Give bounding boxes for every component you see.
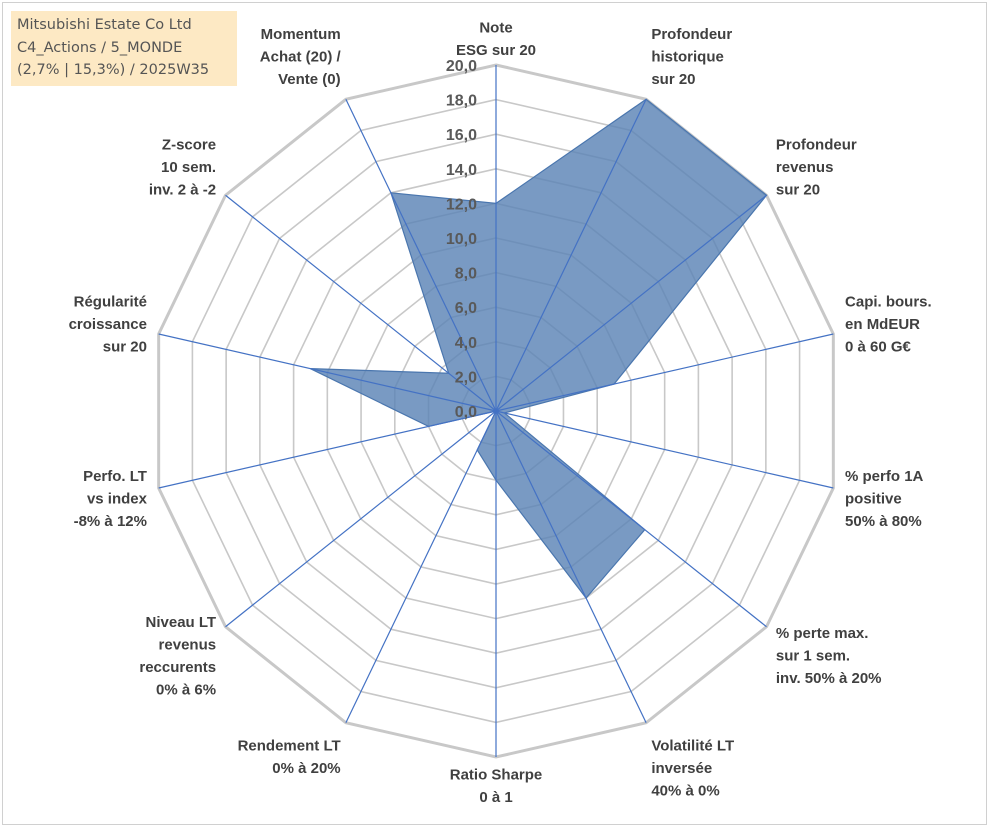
axis-label: Z-score 10 sem. inv. 2 à -2 [149, 136, 216, 198]
axis-label: Note ESG sur 20 [456, 20, 536, 60]
chart-title-line: (2,7% | 15,3%) / 2025W35 [17, 62, 210, 78]
axis-label-line: inv. 2 à -2 [149, 181, 216, 198]
axis-label-line: 0% à 6% [156, 681, 216, 698]
axis-label-line: Achat (20) / [260, 49, 342, 66]
axis-label-line: % perte max. [776, 625, 869, 642]
axis-label: % perte max. sur 1 sem. inv. 50% à 20% [776, 625, 882, 687]
axis-label-line: Niveau LT [146, 614, 217, 631]
axis-label-line: sur 20 [776, 181, 820, 198]
axis-label-line: Momentum [261, 26, 341, 43]
tick-label: 6,0 [455, 300, 477, 317]
axis-spoke [495, 194, 767, 412]
axis-label: Rendement LT 0% à 20% [238, 737, 341, 777]
axis-label: Régularité croissance sur 20 [69, 294, 147, 356]
axis-spoke [225, 194, 497, 412]
series-area [310, 98, 768, 599]
axis-label-line: 0 à 60 G€ [845, 339, 912, 356]
axis-label-line: 0 à 1 [479, 789, 512, 806]
axis-label-line: sur 1 sem. [776, 648, 850, 665]
axis-label-line: Capi. bours. [845, 294, 932, 311]
axis-label-line: Régularité [74, 294, 147, 311]
axis-label-line: sur 20 [103, 339, 147, 356]
axis-label-line: historique [651, 49, 724, 66]
tick-label: 16,0 [446, 127, 477, 144]
axis-label-line: 50% à 80% [845, 513, 922, 530]
axis-label-line: en MdEUR [845, 316, 920, 333]
axis-label-line: croissance [69, 316, 147, 333]
axis-label-line: Volatilité LT [651, 737, 734, 754]
axis-label-line: -8% à 12% [74, 513, 147, 530]
axis-label-line: inv. 50% à 20% [776, 670, 882, 687]
axis-label-line: Perfo. LT [83, 468, 147, 485]
tick-label: 20,0 [446, 58, 477, 75]
tick-label: 2,0 [455, 369, 477, 386]
axis-label-line: revenus [776, 159, 834, 176]
tick-label: 8,0 [455, 266, 477, 283]
radar-axis-labels: Note ESG sur 20 Profondeur historique sur 20… [69, 20, 932, 807]
axis-label: Volatilité LT inversée 40% à 0% [651, 737, 734, 799]
axis-label: Ratio Sharpe 0 à 1 [450, 767, 543, 807]
axis-spoke [495, 99, 647, 412]
axis-spoke [495, 410, 767, 628]
axis-label-line: Profondeur [651, 26, 732, 43]
axis-spoke [345, 410, 497, 723]
axis-label-line: Rendement LT [238, 737, 341, 754]
axis-spoke [158, 410, 497, 489]
axis-label-line: Profondeur [776, 136, 857, 153]
axis-label: Capi. bours. en MdEUR 0 à 60 G€ [845, 294, 932, 356]
radar-tick-labels: 0,0 2,0 4,0 6,0 8,0 10,0 12,0 14,0 16,0 18,0 20,0 [446, 58, 477, 421]
radar-spokes [158, 65, 834, 757]
axis-label: Niveau LT revenus reccurents 0% à 6% [139, 614, 216, 699]
chart-title-line: C4_Actions / 5_MONDE [17, 39, 183, 56]
chart-title-line: Mitsubishi Estate Co Ltd [17, 17, 192, 33]
axis-label-line: Z-score [162, 136, 216, 153]
axis-label: Profondeur revenus sur 20 [776, 136, 857, 198]
axis-label-line: 10 sem. [161, 159, 216, 176]
axis-label-line: revenus [159, 636, 217, 653]
tick-label: 12,0 [446, 196, 477, 213]
axis-label: % perfo 1A positive 50% à 80% [845, 468, 924, 530]
axis-label: Profondeur historique sur 20 [651, 26, 732, 88]
axis-label-line: vs index [87, 490, 148, 507]
tick-label: 18,0 [446, 93, 477, 110]
axis-label-line: reccurents [139, 659, 216, 676]
axis-spoke [345, 99, 497, 412]
axis-spoke [225, 410, 497, 628]
axis-label-line: 40% à 0% [651, 782, 719, 799]
tick-label: 0,0 [455, 404, 477, 421]
axis-label-line: positive [845, 490, 902, 507]
axis-label-line: sur 20 [651, 71, 695, 88]
axis-spoke [158, 333, 497, 412]
axis-spoke [495, 410, 834, 489]
axis-label-line: 0% à 20% [272, 760, 340, 777]
axis-label-line: inversée [651, 760, 712, 777]
axis-spoke [495, 410, 647, 723]
tick-label: 14,0 [446, 162, 477, 179]
axis-label-line: Ratio Sharpe [450, 767, 543, 784]
chart-title-box: Mitsubishi Estate Co Ltd C4_Actions / 5_… [11, 11, 237, 86]
axis-spoke [495, 333, 834, 412]
axis-label-line: ESG sur 20 [456, 42, 536, 59]
axis-label: Perfo. LT vs index -8% à 12% [74, 468, 148, 530]
axis-label-line: % perfo 1A [845, 468, 924, 485]
tick-label: 4,0 [455, 335, 477, 352]
axis-label-line: Note [479, 20, 512, 37]
radar-series [310, 98, 768, 599]
tick-label: 10,0 [446, 231, 477, 248]
axis-label: Momentum Achat (20) / Vente (0) [260, 26, 342, 88]
axis-label-line: Vente (0) [278, 71, 341, 88]
